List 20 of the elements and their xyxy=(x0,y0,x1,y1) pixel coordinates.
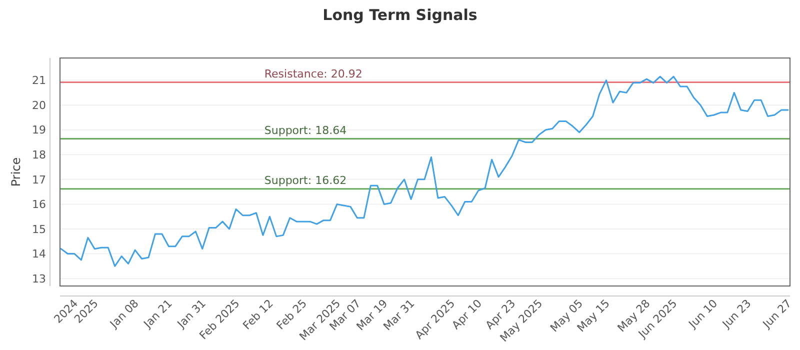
x-tick-label: Jan 21 xyxy=(140,296,175,332)
ref-line-label: Support: 18.64 xyxy=(264,124,347,137)
x-tick-label: Jun 10 xyxy=(686,296,720,332)
y-axis-title: Price xyxy=(9,157,23,187)
ref-line-label: Support: 16.62 xyxy=(264,174,347,187)
y-tick-label: 16 xyxy=(32,198,46,212)
y-tick-label: 20 xyxy=(32,98,46,112)
y-tick-label: 18 xyxy=(32,148,46,162)
x-tick-label: Feb 12 xyxy=(240,296,276,332)
ref-line-label: Resistance: 20.92 xyxy=(264,67,362,80)
y-tick-label: 21 xyxy=(32,74,46,88)
x-tick-label: Jun 23 xyxy=(719,296,754,332)
chart-title: Long Term Signals xyxy=(322,6,478,24)
y-tick-label: 19 xyxy=(32,124,46,137)
y-tick-label: 17 xyxy=(32,173,46,186)
x-tick-label: Jan 08 xyxy=(106,296,142,332)
y-tick-label: 14 xyxy=(32,248,46,261)
x-tick-label: Jun 27 xyxy=(760,296,794,332)
y-tick-label: 15 xyxy=(32,222,46,236)
y-tick-label: 13 xyxy=(32,272,46,286)
